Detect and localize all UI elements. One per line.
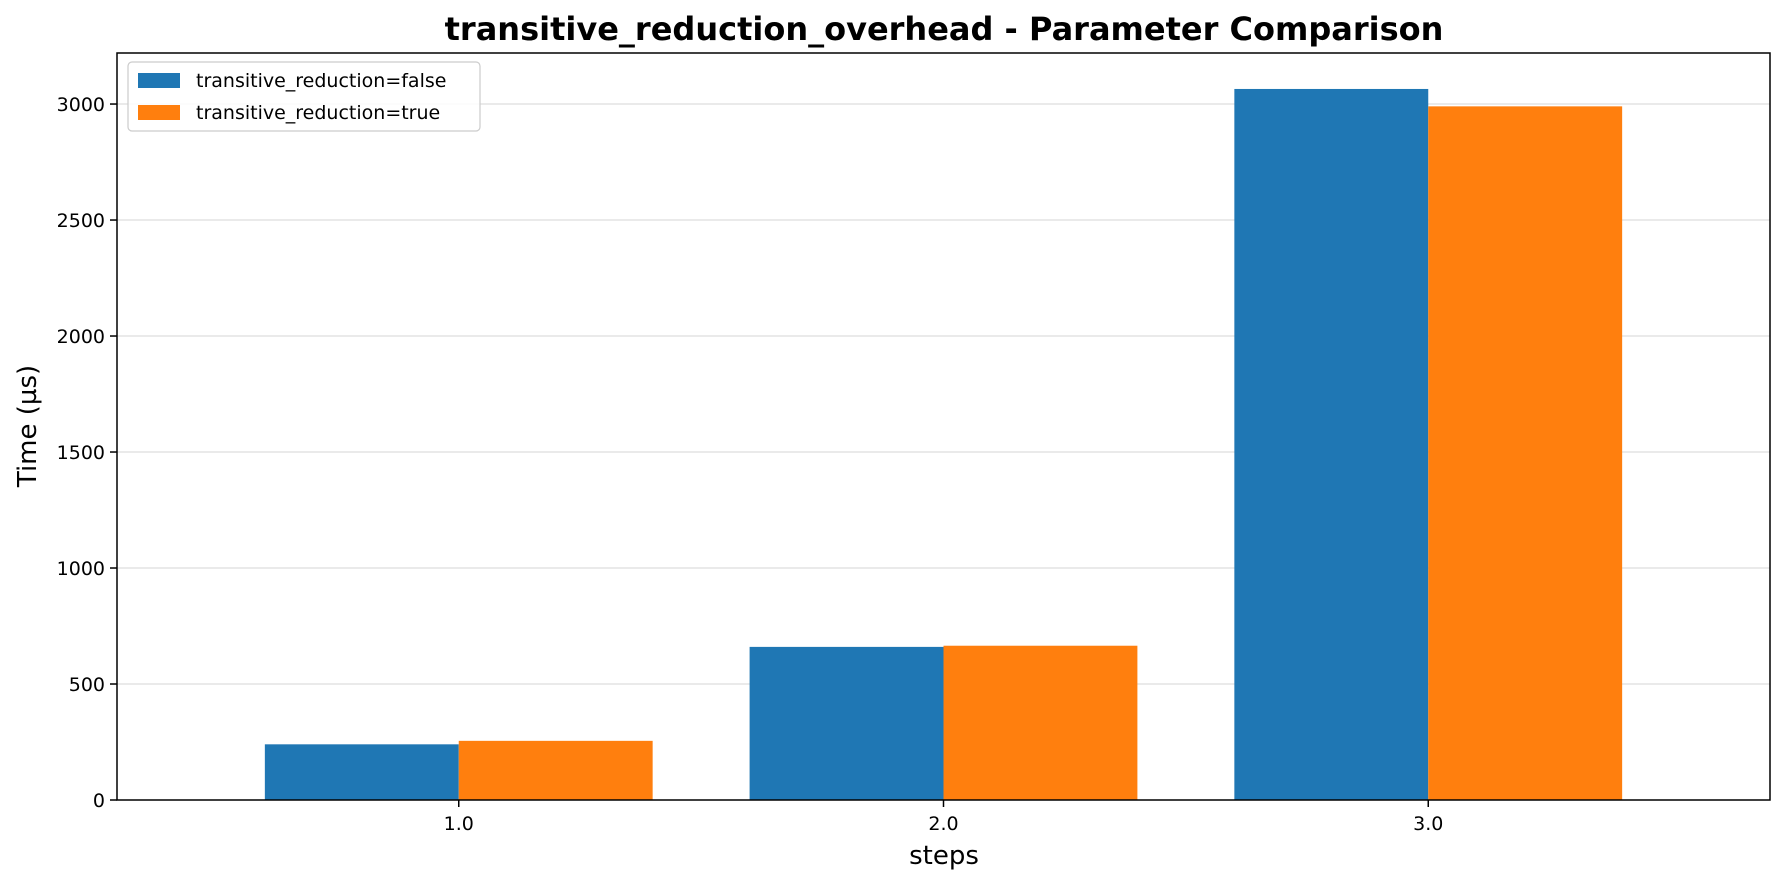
bar-true-2.0 [943, 645, 1138, 800]
legend-label-false: transitive_reduction=false [196, 70, 446, 92]
x-ticks: 1.0 2.0 3.0 [444, 800, 1443, 835]
chart-title: transitive_reduction_overhead - Paramete… [445, 10, 1444, 48]
bar-true-3.0 [1428, 106, 1623, 801]
y-tick-label: 0 [93, 790, 105, 812]
legend-label-true: transitive_reduction=true [196, 102, 440, 124]
y-ticks: 0 500 1000 1500 2000 2500 3000 [57, 94, 117, 812]
bar-false-1.0 [264, 744, 459, 800]
y-tick-label: 3000 [57, 94, 105, 116]
x-axis-label: steps [909, 841, 979, 871]
y-tick-label: 500 [69, 674, 105, 696]
legend: transitive_reduction=false transitive_re… [127, 61, 481, 132]
legend-frame [127, 61, 481, 132]
bar-true-1.0 [458, 740, 653, 800]
legend-swatch-false [138, 73, 180, 88]
y-tick-label: 2500 [57, 210, 105, 232]
bars [264, 88, 1623, 801]
legend-swatch-true [138, 105, 180, 120]
y-tick-label: 2000 [57, 326, 105, 348]
x-tick-label: 3.0 [1413, 813, 1443, 835]
x-tick-label: 2.0 [928, 813, 958, 835]
x-tick-label: 1.0 [444, 813, 474, 835]
y-tick-label: 1000 [57, 558, 105, 580]
bar-false-3.0 [1234, 88, 1429, 801]
bar-false-2.0 [749, 646, 944, 800]
y-axis-label: Time (µs) [13, 365, 43, 488]
y-tick-label: 1500 [57, 442, 105, 464]
